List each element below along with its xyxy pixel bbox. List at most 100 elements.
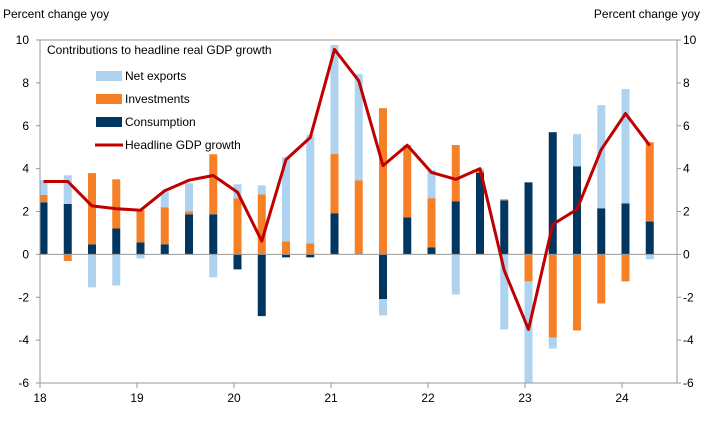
bar-consumption-22Q3 <box>476 172 484 255</box>
bar-net-exports-19Q2 <box>160 191 169 208</box>
x-tick-label: 23 <box>518 391 532 405</box>
bar-investments-20Q2 <box>257 194 266 255</box>
left-tick-label: -6 <box>18 376 29 390</box>
x-tick-label: 19 <box>130 391 144 405</box>
x-tick-label: 22 <box>421 391 435 405</box>
legend-swatch-net-exports <box>96 71 122 81</box>
bar-net-exports-21Q3 <box>379 299 387 316</box>
bar-net-exports-20Q4 <box>306 135 315 244</box>
bar-consumption-19Q1 <box>136 242 145 255</box>
bars <box>39 44 654 383</box>
bar-investments-21Q3 <box>379 108 387 255</box>
right-axis-label: Percent change yoy <box>594 7 700 21</box>
bar-net-exports-23Q2 <box>548 337 557 349</box>
bar-consumption-24Q1 <box>621 203 630 255</box>
bar-net-exports-18Q1 <box>39 180 48 195</box>
right-tick-label: -6 <box>683 376 694 390</box>
bar-investments-21Q4 <box>403 145 412 218</box>
bar-investments-22Q4 <box>500 199 509 201</box>
bar-investments-22Q2 <box>451 145 460 202</box>
bar-consumption-23Q4 <box>597 208 606 255</box>
bar-net-exports-19Q4 <box>209 254 218 278</box>
right-tick-label: -2 <box>683 290 694 304</box>
bar-consumption-18Q3 <box>88 244 96 255</box>
left-tick-label: 8 <box>22 76 29 90</box>
bar-investments-18Q2 <box>63 254 72 262</box>
bar-net-exports-22Q4 <box>500 254 509 330</box>
left-tick-label: -4 <box>18 333 29 347</box>
legend: Net exports Investments Consumption Headlin… <box>95 69 241 152</box>
bar-net-exports-23Q4 <box>597 105 606 209</box>
bar-net-exports-22Q2 <box>451 254 460 295</box>
left-tick-label: 4 <box>22 162 29 176</box>
bar-net-exports-18Q3 <box>88 254 96 288</box>
bar-net-exports-20Q2 <box>257 185 266 195</box>
headline-line <box>43 47 651 331</box>
legend-swatch-consumption <box>96 117 122 127</box>
bar-investments-20Q3 <box>282 241 290 255</box>
bar-net-exports-19Q3 <box>185 183 193 212</box>
right-tick-label: 6 <box>683 119 690 133</box>
legend-label-headline-gdp-growth: Headline GDP growth <box>125 138 241 152</box>
bar-investments-19Q1 <box>136 210 145 243</box>
bar-investments-23Q2 <box>548 254 557 338</box>
bar-consumption-20Q1 <box>233 254 242 270</box>
right-tick-label: 8 <box>683 76 690 90</box>
right-tick-label: 4 <box>683 162 690 176</box>
bar-net-exports-18Q4 <box>112 254 121 286</box>
right-tick-label: 0 <box>683 247 690 261</box>
left-tick-label: -2 <box>18 290 29 304</box>
bar-investments-20Q4 <box>306 243 315 255</box>
legend-label-net-exports: Net exports <box>125 69 186 83</box>
bar-consumption-20Q4 <box>306 254 315 258</box>
bar-consumption-18Q1 <box>39 202 48 255</box>
left-tick-label: 0 <box>22 247 29 261</box>
chart-title: Contributions to headline real GDP growt… <box>47 43 272 57</box>
bar-investments-22Q1 <box>427 198 436 248</box>
bar-net-exports-23Q1 <box>524 281 533 383</box>
bar-consumption-21Q3 <box>379 254 387 300</box>
headline-gdp-growth-line <box>43 47 651 331</box>
bar-net-exports-18Q2 <box>63 175 72 204</box>
bar-net-exports-21Q2 <box>354 74 363 181</box>
bar-net-exports-24Q1 <box>621 89 630 204</box>
left-tick-label: 2 <box>22 205 29 219</box>
bar-consumption-18Q4 <box>112 228 121 255</box>
bar-investments-23Q1 <box>524 254 533 282</box>
legend-label-investments: Investments <box>125 92 190 106</box>
bar-investments-18Q1 <box>39 194 48 203</box>
bar-investments-19Q4 <box>209 154 218 215</box>
bar-net-exports-21Q1 <box>330 44 339 155</box>
bar-investments-24Q1 <box>621 254 630 282</box>
bar-consumption-20Q2 <box>257 254 266 317</box>
bar-consumption-20Q3 <box>282 254 290 258</box>
bar-consumption-22Q4 <box>500 200 509 255</box>
right-tick-label: 10 <box>683 33 697 47</box>
bar-consumption-23Q2 <box>548 132 557 255</box>
bar-investments-23Q4 <box>597 254 606 304</box>
bar-investments-18Q3 <box>88 173 96 245</box>
left-axis-label: Percent change yoy <box>3 7 109 21</box>
bar-consumption-24Q2 <box>645 221 654 255</box>
legend-label-consumption: Consumption <box>125 115 196 129</box>
bar-consumption-19Q2 <box>160 244 169 255</box>
left-tick-label: 6 <box>22 119 29 133</box>
x-tick-label: 18 <box>33 391 47 405</box>
bar-net-exports-19Q1 <box>136 254 145 259</box>
bar-net-exports-20Q3 <box>282 157 290 242</box>
bar-net-exports-22Q1 <box>427 170 436 199</box>
bar-investments-21Q1 <box>330 154 339 214</box>
bar-investments-19Q3 <box>185 211 193 215</box>
bar-consumption-21Q4 <box>403 217 412 255</box>
bar-consumption-22Q2 <box>451 201 460 255</box>
x-tick-label: 21 <box>324 391 338 405</box>
legend-swatch-investments <box>96 94 122 104</box>
bar-investments-23Q3 <box>573 254 581 331</box>
bar-consumption-19Q3 <box>185 214 193 255</box>
bar-investments-19Q2 <box>160 207 169 245</box>
bar-consumption-23Q1 <box>524 182 533 255</box>
bar-investments-20Q1 <box>233 198 242 255</box>
left-tick-label: 10 <box>16 33 30 47</box>
bar-net-exports-24Q2 <box>645 254 654 260</box>
